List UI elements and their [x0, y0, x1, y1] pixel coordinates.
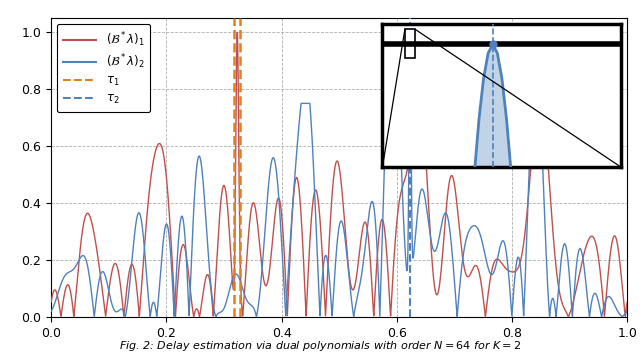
- Text: Fig. 2: Delay estimation via dual polynomials with order $N=64$ for $K=2$: Fig. 2: Delay estimation via dual polyno…: [119, 339, 521, 353]
- Bar: [405, 30, 415, 58]
- Legend: $(\mathcal{B}^*\lambda)_1$, $(\mathcal{B}^*\lambda)_2$, $\tau_1$, $\tau_2$: $(\mathcal{B}^*\lambda)_1$, $(\mathcal{B…: [57, 24, 150, 112]
